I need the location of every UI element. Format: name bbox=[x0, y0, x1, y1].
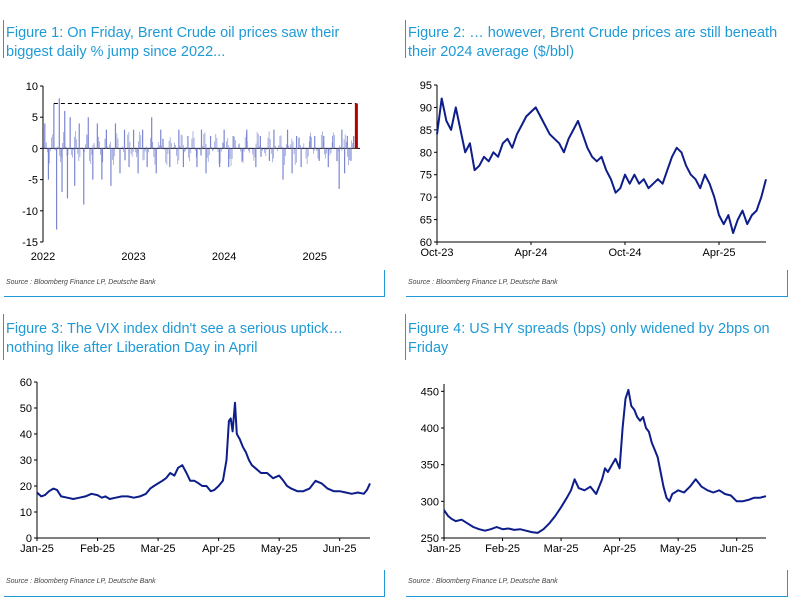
figure-1-panel: Figure 1: On Friday, Brent Crude oil pri… bbox=[0, 0, 400, 300]
panel-border-left bbox=[3, 314, 4, 360]
x-tick-label: Feb-25 bbox=[485, 543, 520, 555]
y-tick-label: 70 bbox=[420, 192, 432, 204]
y-tick-label: 85 bbox=[420, 125, 432, 137]
y-tick-label: 10 bbox=[26, 81, 38, 93]
figure-4-title: Figure 4: US HY spreads (bps) only widen… bbox=[408, 321, 770, 356]
x-tick-label: Jan-25 bbox=[20, 543, 54, 555]
panel-border-left bbox=[405, 20, 406, 58]
series-line bbox=[36, 401, 371, 500]
x-tick-label: Jun-25 bbox=[720, 543, 754, 555]
figure-2-source: Source : Bloomberg Finance LP, Deutsche … bbox=[408, 279, 558, 286]
y-tick-label: 0 bbox=[26, 533, 32, 545]
y-tick-label: 5 bbox=[32, 112, 38, 124]
y-tick-label: -5 bbox=[28, 175, 38, 187]
panel-border-right bbox=[384, 270, 385, 296]
y-tick-label: 350 bbox=[421, 460, 439, 472]
series-line bbox=[436, 97, 767, 234]
y-tick-label: 300 bbox=[421, 496, 439, 508]
x-tick-label: Jan-25 bbox=[427, 543, 461, 555]
panel-border-bottom bbox=[4, 296, 385, 297]
panel-border-left bbox=[405, 314, 406, 360]
figure-3-source: Source : Bloomberg Finance LP, Deutsche … bbox=[6, 578, 156, 585]
x-tick-label: Feb-25 bbox=[80, 543, 115, 555]
panel-border-right bbox=[787, 570, 788, 596]
panel-border-bottom bbox=[406, 596, 788, 597]
y-tick-label: 10 bbox=[20, 507, 32, 519]
x-tick-label: Oct-23 bbox=[420, 247, 453, 259]
figure-2-title: Figure 2: … however, Brent Crude prices … bbox=[408, 25, 778, 60]
figure-3-title: Figure 3: The VIX index didn't see a ser… bbox=[6, 321, 343, 356]
y-tick-label: 60 bbox=[420, 237, 432, 249]
x-tick-label: Oct-24 bbox=[608, 247, 641, 259]
x-tick-label: 2023 bbox=[121, 251, 145, 263]
panel-border-bottom bbox=[406, 296, 788, 297]
panel-border-left bbox=[3, 20, 4, 58]
figure-1-title: Figure 1: On Friday, Brent Crude oil pri… bbox=[6, 25, 340, 60]
y-tick-label: 75 bbox=[420, 170, 432, 182]
y-tick-label: 95 bbox=[420, 80, 432, 92]
latest-jump-bar bbox=[354, 103, 358, 149]
y-tick-label: 80 bbox=[420, 147, 432, 159]
panel-border-right bbox=[787, 270, 788, 296]
x-tick-label: May-25 bbox=[261, 543, 298, 555]
y-tick-label: 50 bbox=[20, 403, 32, 415]
x-tick-label: Mar-25 bbox=[544, 543, 579, 555]
y-tick-label: 90 bbox=[420, 102, 432, 114]
figure-3-panel: Figure 3: The VIX index didn't see a ser… bbox=[0, 304, 400, 614]
x-tick-label: Apr-25 bbox=[702, 247, 735, 259]
x-tick-label: 2025 bbox=[302, 251, 326, 263]
y-tick-label: -10 bbox=[22, 206, 38, 218]
x-tick-label: Jun-25 bbox=[323, 543, 357, 555]
figure-1-source: Source : Bloomberg Finance LP, Deutsche … bbox=[6, 279, 156, 286]
panel-border-bottom bbox=[4, 596, 385, 597]
y-tick-label: -15 bbox=[22, 237, 38, 249]
panel-border-right bbox=[384, 570, 385, 596]
y-tick-label: 60 bbox=[20, 377, 32, 389]
x-tick-label: 2024 bbox=[212, 251, 236, 263]
x-tick-label: 2022 bbox=[31, 251, 55, 263]
x-tick-label: Apr-24 bbox=[514, 247, 547, 259]
y-tick-label: 20 bbox=[20, 481, 32, 493]
figure-4-source: Source : Bloomberg Finance LP, Deutsche … bbox=[408, 578, 558, 585]
y-tick-label: 400 bbox=[421, 423, 439, 435]
y-tick-label: 40 bbox=[20, 429, 32, 441]
x-tick-label: Apr-25 bbox=[202, 543, 235, 555]
x-tick-label: May-25 bbox=[660, 543, 697, 555]
figure-1-chart: 10 5 0 -5 -10 -15 2022 2023 2024 2025 bbox=[22, 81, 360, 263]
x-tick-label: Apr-25 bbox=[603, 543, 636, 555]
series-line bbox=[443, 388, 767, 534]
y-tick-label: 450 bbox=[421, 386, 439, 398]
y-tick-label: 30 bbox=[20, 455, 32, 467]
x-tick-label: Mar-25 bbox=[141, 543, 176, 555]
y-tick-label: 0 bbox=[32, 143, 38, 155]
y-tick-label: 65 bbox=[420, 215, 432, 227]
y-tick-label: 250 bbox=[421, 533, 439, 545]
figure-4-panel: Figure 4: US HY spreads (bps) only widen… bbox=[402, 304, 800, 614]
figure-2-panel: Figure 2: … however, Brent Crude prices … bbox=[402, 0, 800, 300]
